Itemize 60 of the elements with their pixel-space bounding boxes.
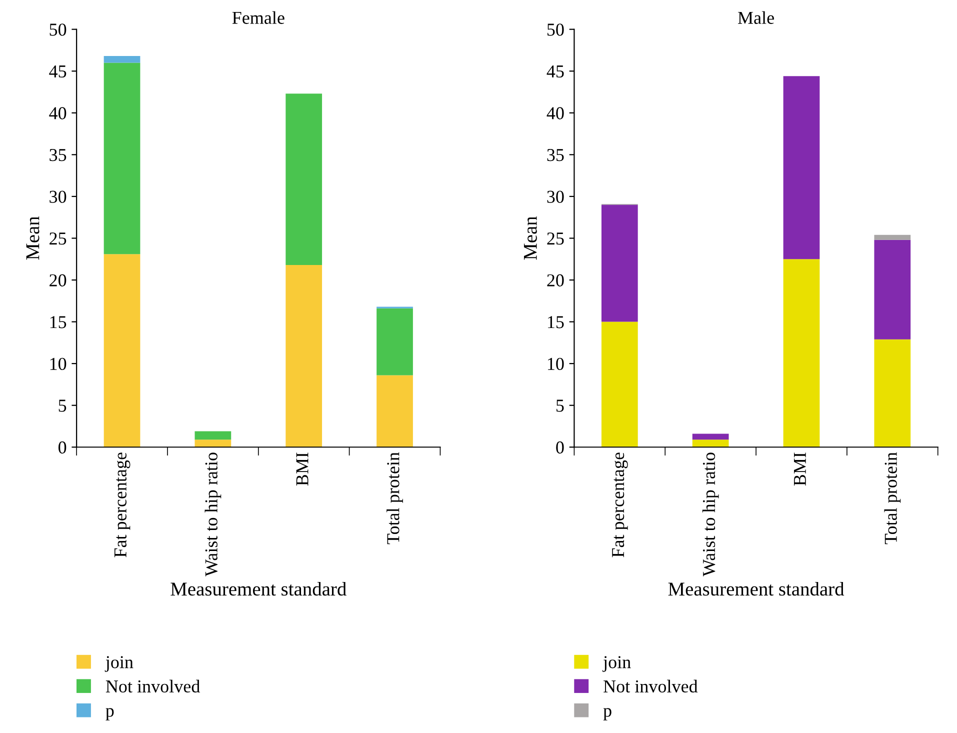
bar [874, 240, 911, 340]
y-tick-label: 45 [546, 65, 564, 78]
y-tick-label: 40 [49, 107, 66, 120]
y-tick-label: 25 [547, 232, 564, 245]
y-tick-label: 15 [548, 316, 564, 328]
y-tick-label: 35 [50, 148, 66, 162]
x-tick-label: BMI [296, 452, 308, 486]
x-tick-label: BMI [794, 452, 806, 486]
y-tick-label: 30 [50, 190, 66, 203]
y-tick-label: 35 [547, 148, 564, 162]
y-tick-label: 10 [548, 358, 564, 370]
y-tick-label: 25 [50, 232, 66, 245]
bar [376, 375, 413, 448]
y-tick-label: 45 [49, 65, 66, 78]
bar [783, 259, 820, 448]
legend-label: join [104, 656, 134, 672]
bar [376, 308, 413, 376]
bar [104, 62, 140, 254]
bar [194, 440, 232, 448]
chart-title: Female [232, 11, 284, 24]
y-axis-title: Mean [524, 216, 537, 260]
legend-label: p [603, 708, 612, 720]
bar [286, 94, 322, 265]
y-tick-label: 50 [547, 24, 564, 36]
bar [194, 431, 232, 440]
bar [783, 76, 820, 260]
legend-label: join [602, 656, 631, 672]
y-tick-label: 50 [50, 24, 66, 36]
bar [104, 56, 140, 63]
bar [601, 322, 638, 448]
x-tick-label: Fat percentage [612, 452, 628, 558]
bar [286, 264, 322, 448]
y-tick-label: 20 [547, 274, 564, 286]
bar [874, 234, 911, 240]
y-tick-label: 15 [50, 316, 66, 328]
chart-title: Male [738, 11, 774, 24]
legend-label: Not involved [106, 680, 200, 693]
y-tick-label: 40 [546, 107, 564, 120]
y-axis-title: Mean [26, 216, 40, 260]
bar [692, 434, 729, 440]
x-tick-label: Total protein [884, 452, 901, 544]
bar [692, 440, 729, 448]
y-tick-label: 10 [50, 358, 66, 370]
bar [104, 254, 140, 448]
y-tick-label: 5 [58, 400, 66, 412]
bar [601, 204, 638, 322]
x-tick-label: Fat percentage [114, 452, 130, 558]
x-tick-label: Waist to hip ratio [204, 452, 222, 576]
bar [874, 339, 911, 448]
y-tick-label: 0 [58, 441, 66, 454]
y-tick-label: 20 [50, 274, 66, 286]
legend-label: p [106, 708, 114, 720]
y-tick-label: 0 [556, 441, 564, 454]
x-tick-label: Total protein [386, 452, 403, 544]
x-axis-title: Measurement standard [170, 582, 346, 596]
x-tick-label: Waist to hip ratio [702, 452, 719, 576]
x-axis-title: Measurement standard [668, 582, 844, 596]
y-tick-label: 5 [556, 400, 564, 412]
y-tick-label: 30 [547, 190, 564, 203]
legend-label: Not involved [604, 680, 698, 693]
